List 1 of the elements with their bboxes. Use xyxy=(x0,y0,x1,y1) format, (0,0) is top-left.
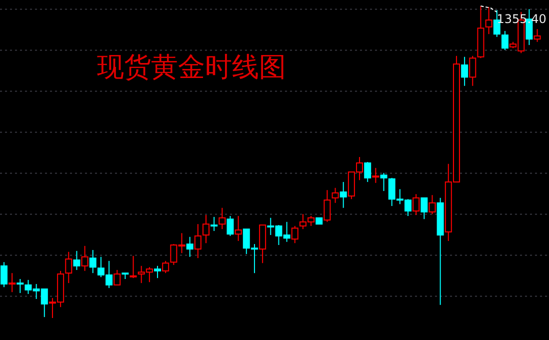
text: 现货黄金时线图 xyxy=(97,52,286,83)
